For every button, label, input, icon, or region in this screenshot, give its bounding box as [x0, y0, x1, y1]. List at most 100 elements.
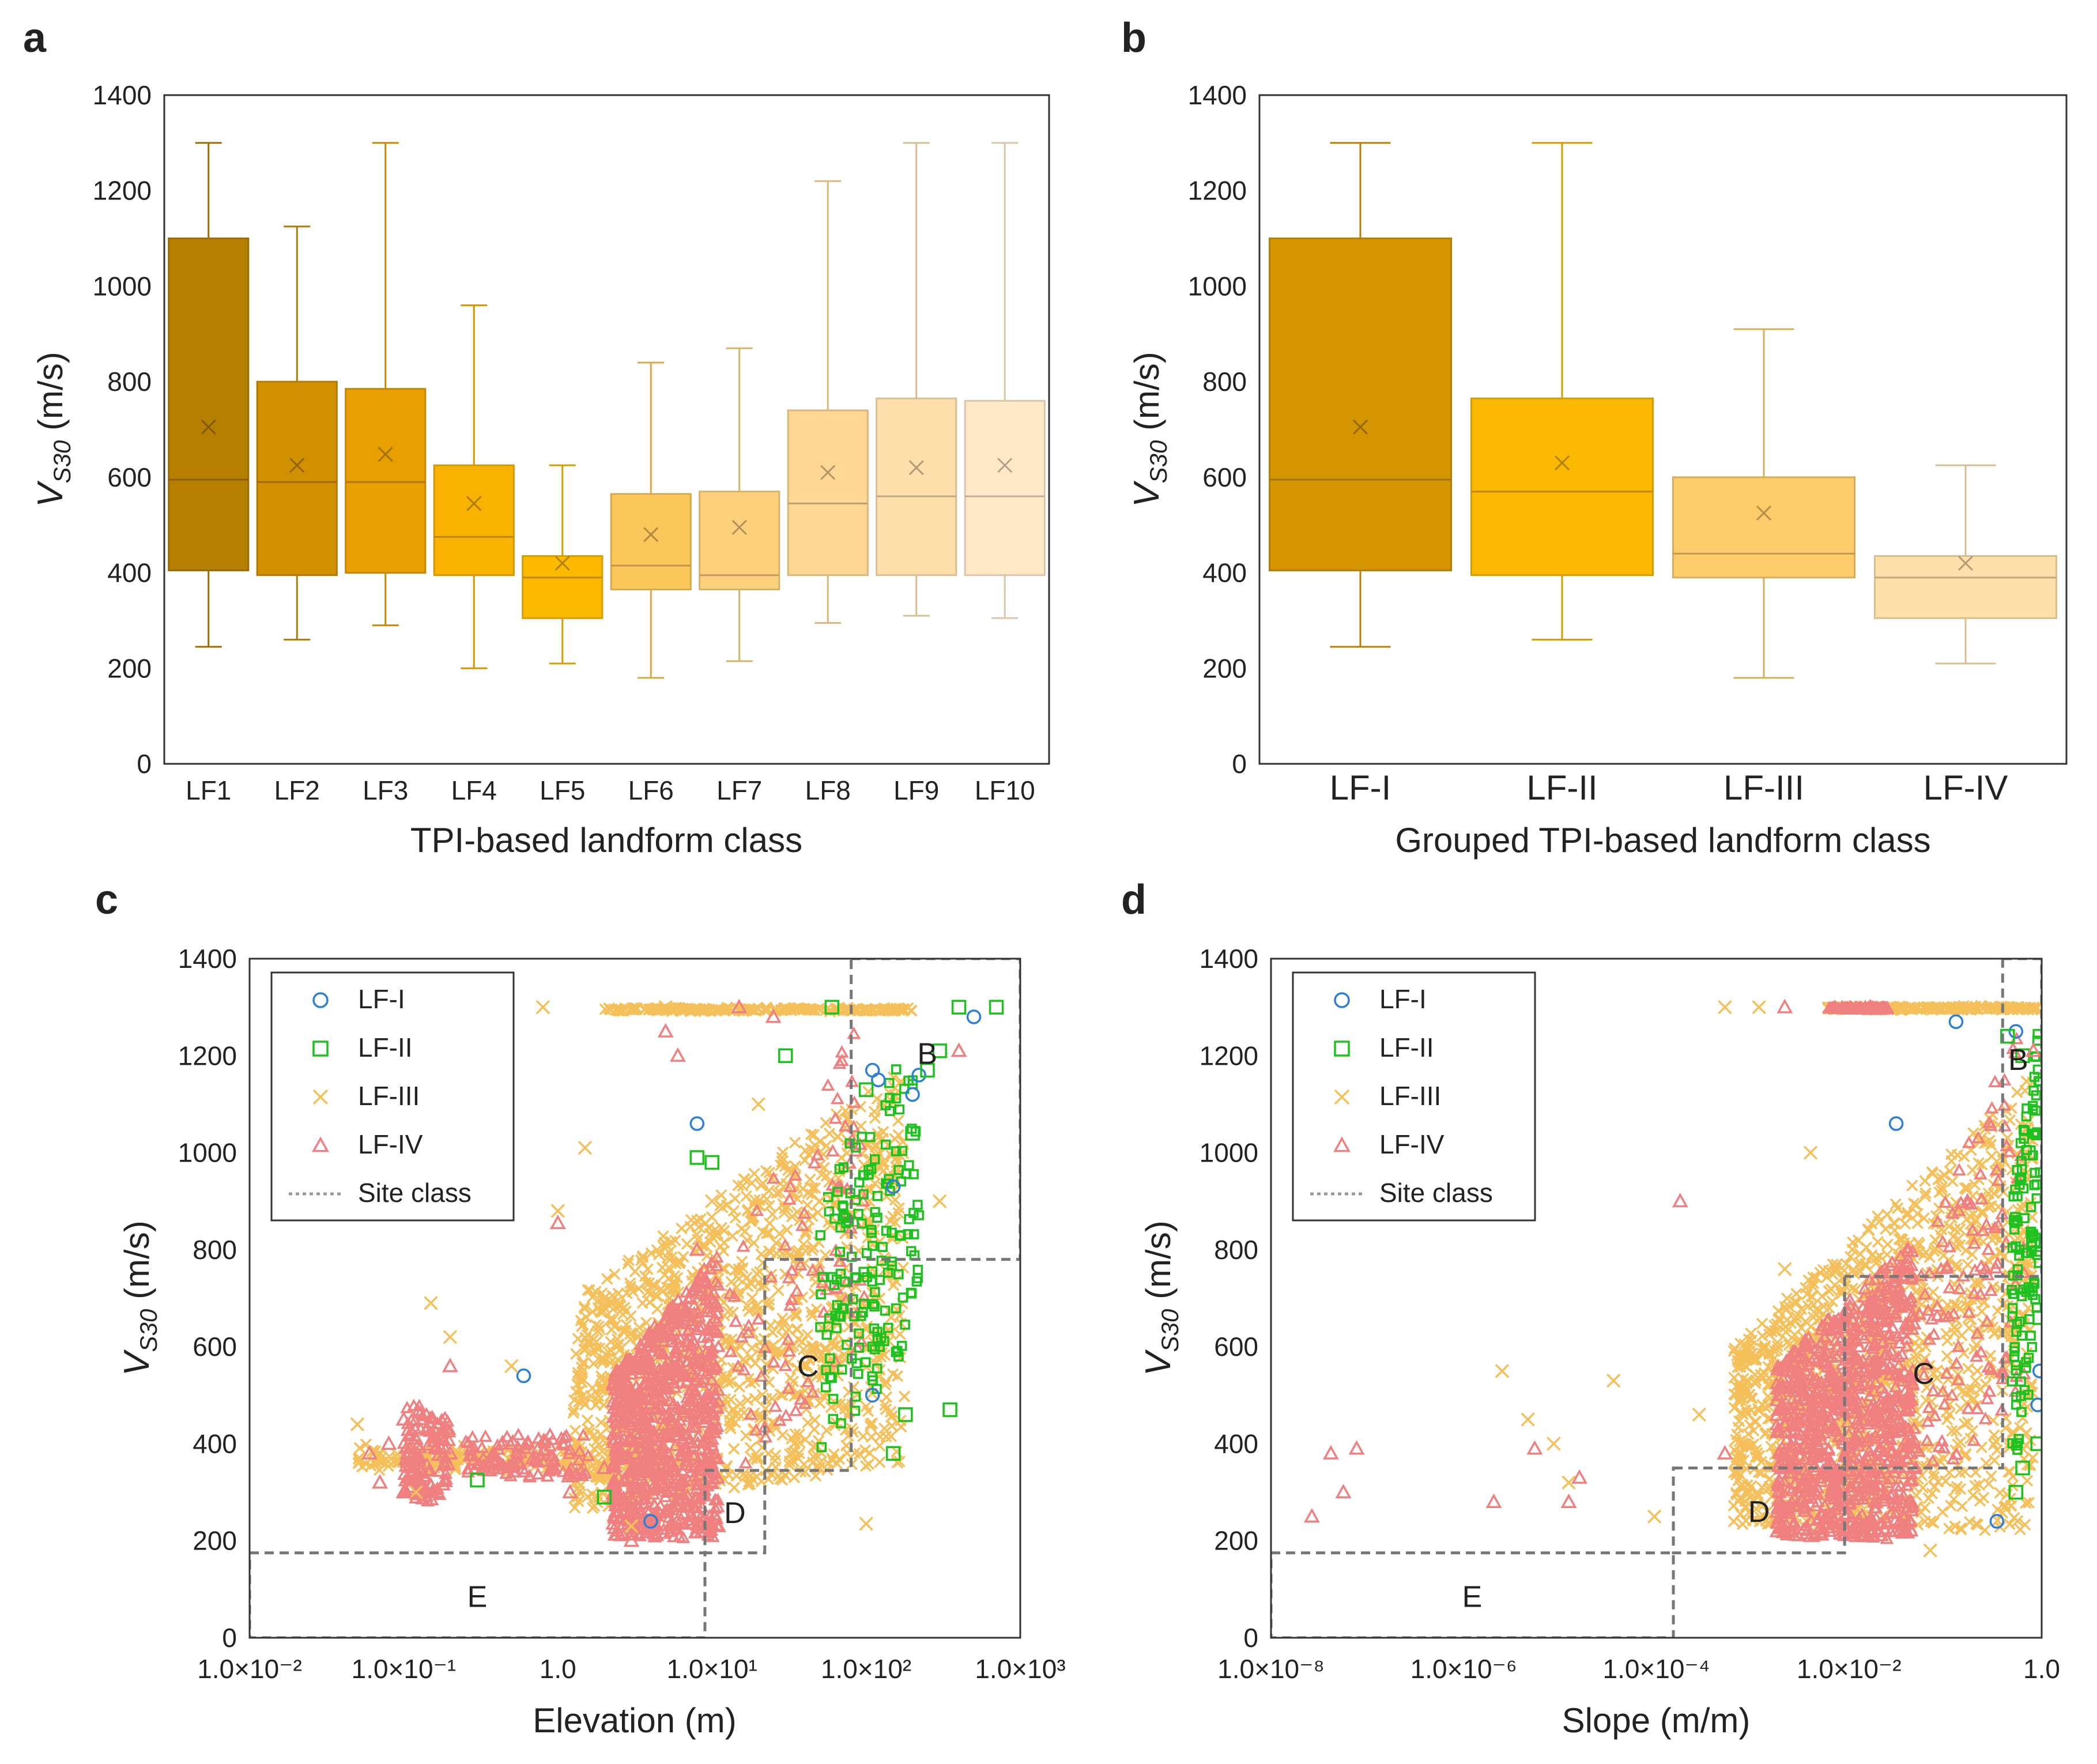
- x-tick-label: LF10: [975, 775, 1035, 805]
- point-x-stroke: [776, 1347, 789, 1359]
- point-x-stroke: [695, 1213, 707, 1225]
- point-x-stroke: [719, 1333, 732, 1345]
- point-x-stroke: [656, 1261, 669, 1273]
- y-tick-label: 1000: [93, 271, 152, 301]
- point-x-stroke: [742, 1394, 754, 1406]
- point-x-stroke: [584, 1390, 597, 1402]
- point-x-stroke: [582, 1490, 594, 1503]
- point-x-stroke: [812, 1207, 824, 1219]
- point-x: [788, 1438, 801, 1450]
- mean-marker: [643, 527, 659, 542]
- point-x-stroke: [581, 1414, 594, 1427]
- mean-marker: [1756, 505, 1772, 521]
- point-x-stroke: [859, 1460, 872, 1472]
- point-x: [748, 1237, 760, 1249]
- point-x-stroke: [791, 1206, 804, 1218]
- panel-label-b: b: [1121, 15, 1146, 61]
- y-tick-label: 200: [107, 653, 152, 683]
- y-tick-label: 1000: [1188, 271, 1247, 301]
- point-x-stroke: [718, 1237, 730, 1249]
- point-x-stroke: [722, 1377, 734, 1389]
- point-x: [783, 1455, 795, 1468]
- point-x-stroke: [718, 1309, 730, 1322]
- point-x-stroke: [701, 1250, 713, 1262]
- point-x: [807, 1241, 820, 1253]
- panel-label-c: c: [95, 877, 118, 923]
- point-x: [813, 1457, 826, 1469]
- point-x-stroke: [797, 1238, 810, 1251]
- point-x-stroke: [624, 1277, 636, 1290]
- point-x-stroke: [827, 1340, 840, 1352]
- point-x-stroke: [808, 1129, 820, 1141]
- point-x-stroke: [666, 1251, 678, 1264]
- box-lf-ii: [1470, 142, 1654, 641]
- box-lf8: [787, 180, 869, 624]
- point-x: [734, 1340, 747, 1353]
- point-x: [595, 1370, 608, 1382]
- point-x: [799, 1226, 812, 1238]
- point-x: [643, 1296, 656, 1309]
- point-x: [776, 1389, 789, 1401]
- point-x-stroke: [669, 1234, 681, 1247]
- y-tick-label: 600: [1202, 462, 1247, 492]
- boxes-b: [1269, 142, 2057, 679]
- point-x: [744, 1442, 757, 1454]
- point-x: [656, 1261, 669, 1273]
- point-x: [578, 1301, 590, 1313]
- mean-marker: [997, 458, 1013, 473]
- point-x: [593, 1342, 606, 1355]
- point-x-stroke: [781, 1224, 793, 1236]
- point-x: [760, 1227, 773, 1239]
- point-x-stroke: [805, 1128, 817, 1140]
- point-x-stroke: [767, 1362, 779, 1375]
- point-x-stroke: [577, 1318, 589, 1331]
- point-x-stroke: [595, 1370, 608, 1382]
- point-x-stroke: [692, 1233, 704, 1246]
- point-x: [806, 1310, 819, 1322]
- point-x-stroke: [771, 1187, 783, 1199]
- point-x-stroke: [899, 1004, 911, 1016]
- point-x-stroke: [753, 1266, 766, 1278]
- point-x: [605, 1336, 617, 1348]
- point-x: [580, 1311, 593, 1324]
- point-x-stroke: [596, 1374, 608, 1386]
- mean-marker: [908, 460, 924, 476]
- x-tick-label: LF8: [805, 775, 851, 805]
- point-x-stroke: [887, 1279, 900, 1291]
- box-lf-iv: [1874, 464, 2057, 665]
- mean-marker: [1352, 419, 1368, 435]
- point-x-stroke: [736, 1223, 748, 1235]
- point-x-stroke: [765, 1274, 778, 1286]
- point-x-stroke: [572, 1333, 584, 1345]
- point-x: [575, 1314, 587, 1326]
- point-x: [743, 1475, 755, 1488]
- y-label-sub: S30: [48, 440, 76, 483]
- point-x-stroke: [804, 1173, 816, 1186]
- point-x: [651, 1290, 664, 1302]
- point-x-stroke: [762, 1473, 775, 1485]
- point-x: [721, 1199, 733, 1211]
- point-x: [809, 1182, 821, 1194]
- point-x: [607, 1313, 620, 1326]
- box-lf4: [433, 304, 515, 669]
- point-x: [715, 1189, 727, 1201]
- point-x-stroke: [898, 1390, 911, 1403]
- point-x-stroke: [868, 1106, 880, 1118]
- mean-marker: [466, 496, 482, 511]
- point-x: [797, 1182, 809, 1195]
- point-x-stroke: [681, 1238, 693, 1250]
- point-x-stroke: [763, 1166, 775, 1179]
- y-tick-label: 800: [107, 367, 152, 397]
- point-x: [808, 1004, 821, 1016]
- point-x: [802, 1416, 814, 1429]
- y-tick-label: 0: [1232, 749, 1247, 779]
- point-x-stroke: [733, 1263, 745, 1275]
- x-tick-label: LF7: [716, 775, 762, 805]
- y-label-sub: S30: [1145, 440, 1172, 483]
- point-x: [882, 1004, 894, 1016]
- point-x-stroke: [853, 1448, 866, 1460]
- point-x-stroke: [799, 1245, 812, 1257]
- point-x: [655, 1283, 667, 1295]
- point-x: [889, 1216, 902, 1228]
